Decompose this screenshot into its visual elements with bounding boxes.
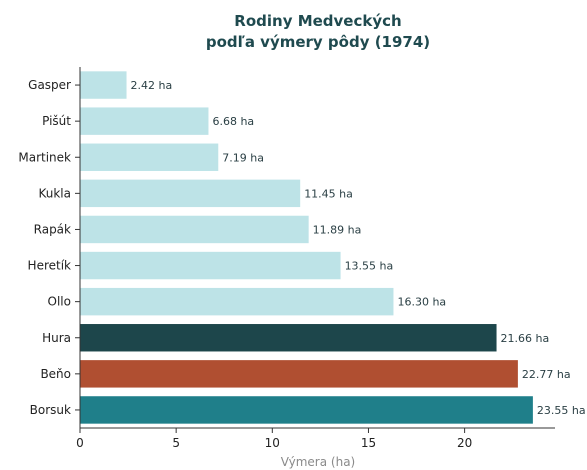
- value-label: 11.89 ha: [313, 223, 362, 236]
- x-axis-label: Výmera (ha): [281, 455, 355, 469]
- bar-rapák: [80, 215, 309, 244]
- value-label: 11.45 ha: [304, 187, 353, 200]
- value-label: 21.66 ha: [501, 332, 550, 345]
- value-label: 6.68 ha: [212, 115, 254, 128]
- bar-gasper: [80, 71, 127, 99]
- bar-kukla: [80, 179, 301, 208]
- bar-ollo: [80, 287, 394, 316]
- bar-pišút: [80, 107, 209, 135]
- category-label: Heretík: [28, 259, 71, 273]
- chart-title-line2: podľa výmery pôdy (1974): [206, 33, 430, 51]
- x-tick-label: 20: [457, 436, 472, 450]
- value-label: 2.42 ha: [131, 79, 173, 92]
- value-label: 16.30 ha: [397, 296, 446, 309]
- bar-hura: [80, 324, 497, 352]
- category-label: Hura: [42, 331, 71, 345]
- category-label: Gasper: [28, 78, 71, 92]
- x-tick-label: 5: [172, 436, 180, 450]
- bar-martinek: [80, 143, 219, 171]
- category-label: Beňo: [40, 367, 71, 381]
- bars-group: 2.42 ha 6.68 ha 7.19 ha 11.45 ha 11.89 ha 13.…: [80, 71, 586, 424]
- x-tick-label: 0: [76, 436, 84, 450]
- x-tick-label: 10: [265, 436, 280, 450]
- value-label: 7.19 ha: [222, 151, 264, 164]
- category-label: Kukla: [38, 186, 71, 200]
- axes-group: Gasper Pišút Martinek Kukla Rapák Heretík Ollo…: [18, 67, 555, 450]
- category-label: Martinek: [18, 150, 71, 164]
- x-tick-label: 15: [361, 436, 376, 450]
- bar-beňo: [80, 360, 518, 388]
- chart-title-line1: Rodiny Medveckých: [234, 12, 401, 30]
- category-label: Rapák: [34, 222, 71, 236]
- bar-heretík: [80, 251, 341, 280]
- value-label: 23.55 ha: [537, 404, 586, 417]
- category-label: Ollo: [48, 295, 71, 309]
- value-label: 22.77 ha: [522, 368, 571, 381]
- category-label: Borsuk: [30, 403, 71, 417]
- category-label: Pišút: [42, 114, 71, 128]
- value-label: 13.55 ha: [345, 260, 394, 273]
- bar-borsuk: [80, 396, 533, 424]
